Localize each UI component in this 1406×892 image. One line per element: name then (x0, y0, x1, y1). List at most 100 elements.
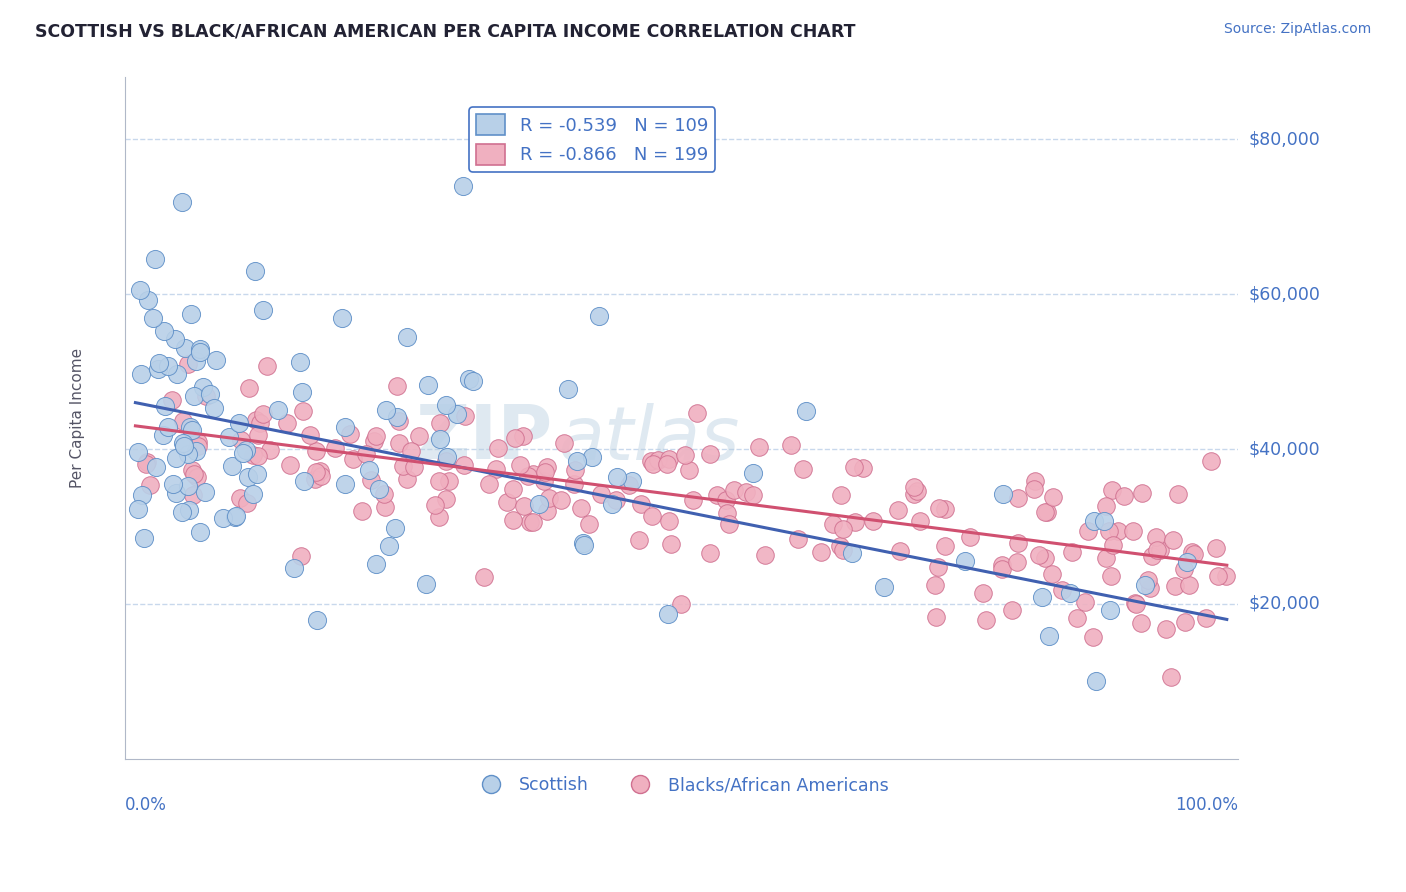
Point (1146, 542, 1168, 557)
Point (132, 531, 155, 545)
Point (1181, 545, 1204, 559)
Point (181, 488, 204, 502)
Point (887, 503, 910, 517)
Point (298, 427, 321, 442)
Point (177, 503, 200, 517)
Point (934, 539, 956, 553)
Point (283, 561, 305, 575)
Point (536, 503, 558, 517)
Point (1022, 483, 1045, 497)
Point (522, 515, 544, 529)
Point (165, 486, 187, 500)
Point (288, 355, 311, 369)
Point (908, 514, 931, 528)
Point (142, 311, 165, 326)
Point (1199, 454, 1222, 468)
Point (187, 439, 209, 453)
Point (290, 549, 312, 564)
Point (131, 488, 153, 502)
Point (831, 543, 853, 558)
Point (735, 485, 758, 500)
Point (1024, 474, 1046, 488)
Text: Per Capita Income: Per Capita Income (70, 348, 86, 488)
Point (600, 497, 623, 511)
Point (330, 310, 353, 325)
Point (247, 449, 270, 463)
Point (485, 462, 508, 476)
Point (1101, 483, 1123, 497)
Point (831, 522, 853, 536)
Point (619, 478, 641, 492)
Point (323, 441, 346, 455)
Point (236, 470, 259, 484)
Point (1095, 550, 1118, 565)
Point (657, 514, 679, 528)
Point (152, 324, 174, 338)
Point (572, 536, 595, 550)
Point (183, 389, 205, 403)
Point (236, 496, 259, 510)
Point (1059, 586, 1081, 600)
Point (928, 500, 950, 515)
Point (366, 429, 388, 443)
Point (627, 533, 650, 547)
Point (1107, 524, 1129, 538)
Point (678, 463, 700, 477)
Point (486, 441, 509, 455)
Point (162, 477, 184, 491)
Point (305, 613, 328, 627)
Point (228, 416, 250, 430)
Point (252, 407, 274, 421)
Point (686, 406, 709, 420)
Point (1007, 491, 1029, 505)
Legend: Scottish, Blacks/African Americans: Scottish, Blacks/African Americans (467, 769, 896, 801)
Point (309, 464, 332, 478)
Point (166, 367, 188, 381)
Point (404, 459, 426, 474)
Point (647, 452, 669, 467)
Point (354, 447, 377, 461)
Point (569, 501, 592, 516)
Point (1062, 545, 1084, 559)
Point (578, 516, 600, 531)
Point (157, 420, 180, 434)
Point (1182, 547, 1205, 561)
Point (872, 581, 894, 595)
Point (754, 548, 776, 562)
Point (851, 461, 873, 475)
Point (1112, 489, 1135, 503)
Point (305, 443, 328, 458)
Point (181, 463, 204, 477)
Point (415, 577, 437, 591)
Point (129, 283, 152, 297)
Point (519, 516, 541, 530)
Point (408, 428, 430, 442)
Point (1195, 611, 1218, 625)
Point (436, 450, 458, 464)
Point (179, 420, 201, 434)
Point (387, 410, 409, 425)
Point (184, 443, 207, 458)
Point (225, 509, 247, 524)
Point (1136, 573, 1159, 587)
Point (1215, 569, 1237, 583)
Point (188, 345, 211, 359)
Point (173, 342, 195, 356)
Point (232, 446, 254, 460)
Point (304, 472, 326, 486)
Point (1206, 569, 1229, 583)
Point (434, 399, 457, 413)
Point (266, 402, 288, 417)
Point (1130, 616, 1153, 631)
Point (478, 477, 501, 491)
Point (256, 359, 278, 373)
Point (564, 463, 586, 477)
Point (1038, 629, 1060, 643)
Point (235, 442, 257, 457)
Point (177, 357, 200, 371)
Point (434, 454, 457, 468)
Point (373, 487, 395, 501)
Point (903, 486, 925, 500)
Point (165, 332, 187, 346)
Point (202, 401, 225, 415)
